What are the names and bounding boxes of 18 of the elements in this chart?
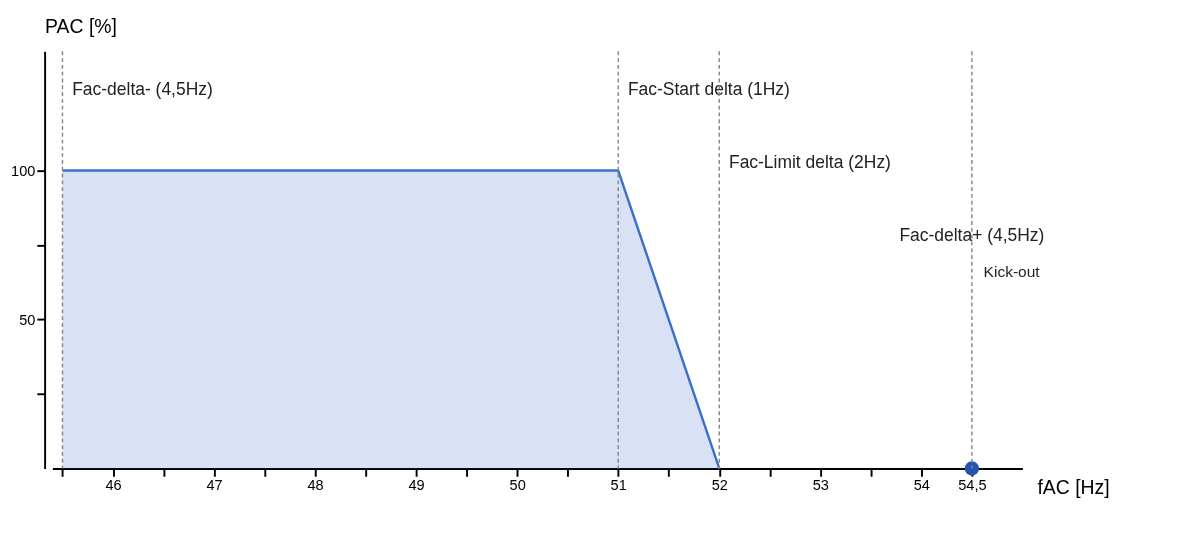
x-tick-label: 46 [105,477,122,494]
x-tick-label: 48 [307,477,324,494]
x-tick-label: 51 [610,477,627,494]
y-tick-label: 100 [11,162,36,179]
ref-line-label: Fac-Limit delta (2Hz) [728,151,891,172]
annotation: Kick-out [983,263,1041,281]
x-tick-label: 52 [711,477,728,494]
ref-line-label: Fac-delta- (4,5Hz) [72,79,213,100]
x-tick-label: 54 [913,477,930,494]
ref-line-label: Fac-Start delta (1Hz) [627,79,790,100]
x-tick-label: 49 [408,477,425,494]
x-tick-label: 50 [509,477,526,494]
x-tick-label: 53 [812,477,829,494]
x-tick-label: 47 [206,477,223,494]
x-axis-title: fAC [Hz] [1037,476,1110,499]
ref-line-label: Fac-delta+ (4,5Hz) [899,224,1045,245]
x-tick-label: 54,5 [958,477,987,494]
y-axis-title: PAC [%] [45,15,117,38]
